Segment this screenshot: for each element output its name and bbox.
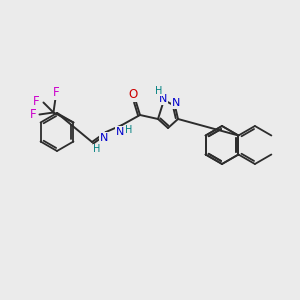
Text: H: H [125,125,133,135]
Text: F: F [53,86,60,99]
Text: H: H [93,144,101,154]
Text: N: N [100,133,108,143]
Text: F: F [30,108,37,121]
Text: N: N [159,94,167,104]
Text: H: H [155,86,163,96]
Text: O: O [128,88,138,101]
Text: F: F [33,95,40,108]
Text: N: N [116,127,124,137]
Text: N: N [172,98,180,108]
